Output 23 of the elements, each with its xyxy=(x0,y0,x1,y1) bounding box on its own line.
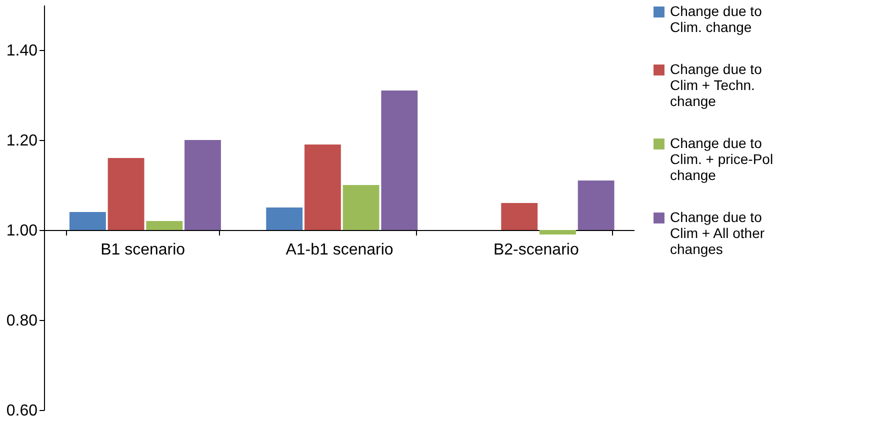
bar xyxy=(342,185,380,230)
y-tick-label: 1.20 xyxy=(6,132,38,150)
bar xyxy=(108,158,144,230)
bar xyxy=(146,221,183,230)
bar xyxy=(266,208,303,230)
x-tick-label: A1-b1 scenario xyxy=(286,242,394,258)
legend-label: Change due to Clim + All other changes xyxy=(670,209,765,257)
bar xyxy=(381,90,418,230)
bar xyxy=(184,140,221,230)
y-tick-label: 0.60 xyxy=(6,402,38,420)
y-tick-label: 1.40 xyxy=(6,42,38,60)
bar xyxy=(578,180,614,230)
bar xyxy=(304,144,341,230)
legend-label: Change due to Clim. + price-Pol change xyxy=(670,135,774,183)
x-tick-label: B1 scenario xyxy=(100,242,186,258)
y-tick-label: 1.00 xyxy=(6,222,38,240)
x-tick-label: B2-scenario xyxy=(493,242,579,258)
bar xyxy=(501,203,538,230)
legend-label: Change due to Clim. change xyxy=(670,3,762,35)
y-tick-label: 0.80 xyxy=(6,312,38,330)
legend-label: Change due to Clim + Techn. change xyxy=(670,61,762,109)
bar xyxy=(69,212,106,230)
bar xyxy=(540,230,576,234)
